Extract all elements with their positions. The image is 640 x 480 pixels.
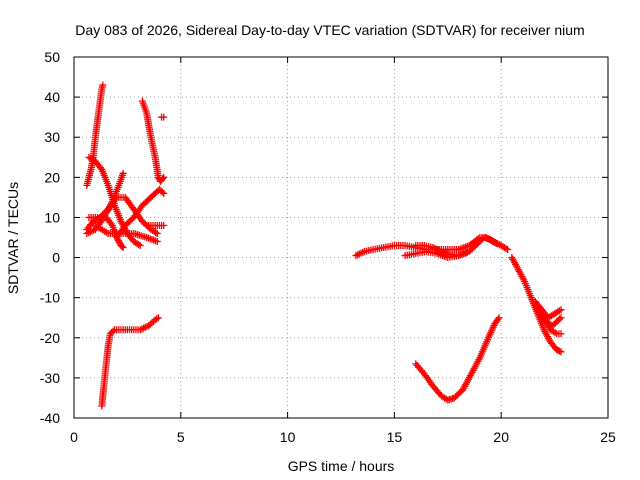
data-point — [160, 173, 168, 181]
series-s3 — [83, 213, 127, 252]
y-tick-label: 0 — [52, 250, 60, 266]
data-point — [556, 347, 564, 355]
data-point — [557, 330, 565, 338]
data-point — [152, 228, 160, 236]
data-point — [495, 314, 503, 322]
y-tick-label: 20 — [44, 169, 60, 185]
series-s8 — [138, 97, 168, 185]
y-tick-label: -40 — [40, 410, 60, 426]
data-point — [551, 329, 559, 337]
data-point — [145, 322, 153, 330]
series-s9 — [145, 221, 168, 229]
y-tick-label: 30 — [44, 129, 60, 145]
y-tick-label: -30 — [40, 370, 60, 386]
axes: 0 5 10 15 20 25 -40 -30 -20 -10 0 10 20 30 40 50 — [40, 49, 616, 445]
data-point — [119, 244, 127, 252]
series-s6 — [91, 221, 161, 246]
data-point — [118, 243, 126, 251]
data-point — [96, 164, 104, 172]
series-s7 — [113, 185, 168, 241]
data-point — [99, 81, 107, 89]
series-s18 — [536, 306, 565, 330]
y-tick-label: -10 — [40, 290, 60, 306]
data-point — [158, 188, 166, 196]
data-point — [153, 315, 161, 323]
data-point — [491, 239, 499, 247]
y-tick-label: 10 — [44, 209, 60, 225]
x-tick-label: 15 — [387, 429, 403, 445]
data-point — [107, 220, 115, 228]
data-point — [502, 245, 510, 253]
data-point — [136, 242, 144, 250]
x-tick-label: 5 — [177, 429, 185, 445]
data-point — [153, 229, 161, 237]
x-tick-label: 0 — [70, 429, 78, 445]
data-point — [557, 314, 565, 322]
data-point — [160, 221, 168, 229]
series-s11 — [98, 314, 162, 410]
y-tick-label: 40 — [44, 89, 60, 105]
data-point — [555, 307, 563, 315]
data-point — [159, 175, 167, 183]
series-s15 — [508, 254, 565, 356]
x-tick-label: 25 — [600, 429, 616, 445]
data-point — [557, 348, 565, 356]
grid-lines — [74, 57, 608, 418]
data-point — [135, 241, 143, 249]
series-s2 — [85, 153, 144, 250]
data-point — [494, 315, 502, 323]
data-point — [160, 113, 168, 121]
chart-title: Day 083 of 2026, Sidereal Day-to-day VTE… — [75, 22, 584, 38]
data-point — [557, 306, 565, 314]
x-tick-label: 20 — [493, 429, 509, 445]
y-axis-label: SDTVAR / TECUs — [5, 182, 21, 294]
data-point — [109, 327, 117, 335]
data-point — [148, 319, 156, 327]
series-s19 — [412, 314, 503, 404]
y-tick-label: 50 — [44, 49, 60, 65]
data-point — [153, 238, 161, 246]
data-point — [463, 249, 471, 257]
series-s14 — [412, 242, 471, 260]
data-point — [493, 240, 501, 248]
data-points — [83, 81, 565, 410]
data-point — [504, 246, 512, 254]
data-point — [119, 169, 127, 177]
data-point — [154, 314, 162, 322]
x-tick-label: 10 — [280, 429, 296, 445]
plot-frame — [73, 56, 609, 419]
data-point — [160, 189, 168, 197]
data-point — [556, 315, 564, 323]
y-tick-label: -20 — [40, 330, 60, 346]
series-s10 — [158, 113, 168, 121]
x-axis-label: GPS time / hours — [288, 458, 395, 474]
data-point — [146, 320, 154, 328]
